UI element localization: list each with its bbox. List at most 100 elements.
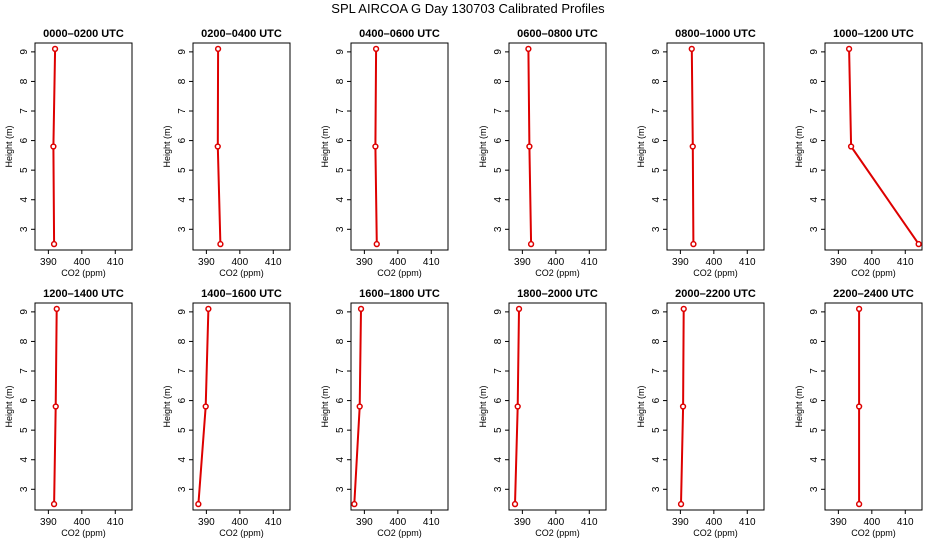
y-tick-label: 9 [809,49,820,55]
data-point [680,305,687,313]
plot-frame [192,42,291,251]
x-axis-label: CO2 (ppm) [693,268,738,278]
x-axis-label: CO2 (ppm) [219,528,264,538]
data-point [847,143,855,150]
y-tick-label: 8 [809,78,820,84]
y-tick-label: 3 [335,226,346,232]
data-point [195,500,202,508]
data-point [690,240,697,248]
x-tick-label: 400 [389,257,406,268]
x-tick-label: 390 [830,517,847,528]
x-axis-label: CO2 (ppm) [219,268,264,278]
data-point [202,403,209,410]
data-point [677,500,685,508]
x-tick-label: 390 [514,517,531,528]
y-tick-label: 7 [177,368,188,374]
panel-title: 2000–2200 UTC [675,288,756,300]
y-tick-label: 4 [177,197,188,203]
y-tick-label: 7 [19,368,30,374]
x-tick-label: 390 [40,517,57,528]
y-tick-label: 7 [493,368,504,374]
y-tick-label: 6 [651,137,662,143]
y-tick-label: 4 [335,197,346,203]
data-point [372,45,380,53]
y-tick-label: 8 [651,338,662,344]
data-point [855,500,863,508]
y-tick-label: 8 [19,78,30,84]
y-tick-label: 8 [177,338,188,344]
y-tick-label: 7 [335,368,346,374]
y-tick-label: 9 [335,309,346,315]
y-tick-label: 6 [493,137,504,143]
x-axis-label: CO2 (ppm) [535,528,580,538]
y-tick-label: 8 [335,78,346,84]
y-tick-label: 4 [177,457,188,463]
y-tick-label: 5 [177,427,188,433]
y-tick-label: 5 [651,427,662,433]
data-point [514,403,521,410]
x-axis-label: CO2 (ppm) [851,268,896,278]
y-tick-label: 9 [651,309,662,315]
y-tick-label: 9 [177,309,188,315]
x-axis-label: CO2 (ppm) [851,528,896,538]
y-tick-label: 5 [335,167,346,173]
y-tick-label: 6 [809,397,820,403]
y-tick-label: 6 [335,397,346,403]
x-tick-label: 400 [231,517,248,528]
y-tick-label: 6 [19,397,30,403]
x-tick-label: 410 [265,517,282,528]
panel-title: 0600–0800 UTC [517,28,598,40]
x-tick-label: 400 [705,517,722,528]
y-tick-label: 8 [651,78,662,84]
x-tick-label: 410 [581,517,598,528]
plot-frame [666,42,765,251]
y-tick-label: 7 [335,108,346,114]
panel-title: 1200–1400 UTC [43,288,124,300]
y-tick-label: 8 [493,338,504,344]
x-tick-label: 400 [547,517,564,528]
y-axis-label: Height (m) [4,385,14,427]
y-tick-label: 9 [335,49,346,55]
x-tick-label: 390 [672,517,689,528]
y-axis-label: Height (m) [636,125,646,167]
y-tick-label: 9 [19,309,30,315]
y-axis-label: Height (m) [794,125,804,167]
y-tick-label: 3 [177,226,188,232]
profile-line [848,48,920,245]
plot-frame [192,302,291,511]
x-axis-label: CO2 (ppm) [61,528,106,538]
y-tick-label: 6 [493,397,504,403]
y-tick-label: 7 [809,108,820,114]
data-point [50,143,57,150]
y-tick-label: 6 [651,397,662,403]
data-point [689,143,696,150]
data-point [51,45,59,53]
x-axis-label: CO2 (ppm) [377,268,422,278]
data-point [357,305,365,313]
y-tick-label: 4 [651,197,662,203]
y-tick-label: 3 [177,486,188,492]
x-tick-label: 410 [897,517,914,528]
x-tick-label: 400 [863,517,880,528]
x-tick-label: 410 [265,257,282,268]
y-tick-label: 7 [177,108,188,114]
x-tick-label: 410 [107,257,124,268]
plot-frame [34,302,133,511]
y-tick-label: 5 [493,427,504,433]
panel-title: 0400–0600 UTC [359,28,440,40]
y-tick-label: 5 [651,167,662,173]
x-tick-label: 400 [863,257,880,268]
y-tick-label: 8 [19,338,30,344]
data-point [511,500,519,508]
x-tick-label: 390 [830,257,847,268]
x-tick-label: 390 [514,257,531,268]
y-tick-label: 8 [493,78,504,84]
data-point [688,45,695,53]
